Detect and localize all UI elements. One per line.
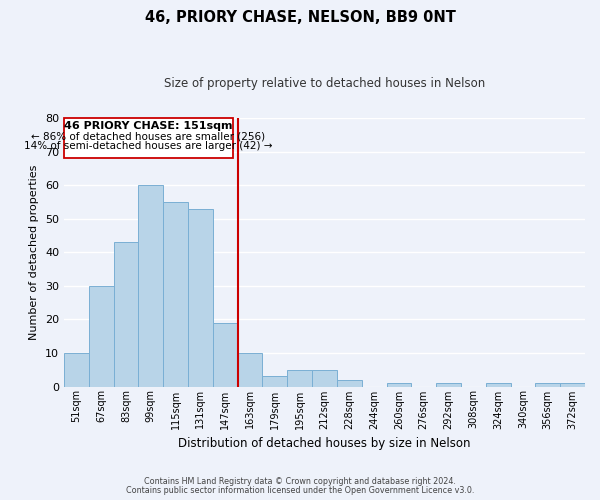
Bar [64, 353, 89, 386]
Text: ← 86% of detached houses are smaller (256): ← 86% of detached houses are smaller (25… [31, 132, 265, 141]
Bar [436, 383, 461, 386]
Bar [486, 383, 511, 386]
Text: 46 PRIORY CHASE: 151sqm: 46 PRIORY CHASE: 151sqm [64, 122, 233, 132]
Bar [262, 376, 287, 386]
Bar [287, 370, 312, 386]
Bar [535, 383, 560, 386]
Bar [386, 383, 412, 386]
Text: 14% of semi-detached houses are larger (42) →: 14% of semi-detached houses are larger (… [24, 141, 272, 151]
Text: Contains public sector information licensed under the Open Government Licence v3: Contains public sector information licen… [126, 486, 474, 495]
Y-axis label: Number of detached properties: Number of detached properties [29, 164, 40, 340]
Bar [188, 208, 213, 386]
Bar [213, 323, 238, 386]
Bar [163, 202, 188, 386]
Text: 46, PRIORY CHASE, NELSON, BB9 0NT: 46, PRIORY CHASE, NELSON, BB9 0NT [145, 10, 455, 25]
Bar [312, 370, 337, 386]
Bar [337, 380, 362, 386]
Bar [238, 353, 262, 386]
Bar [139, 185, 163, 386]
FancyBboxPatch shape [64, 118, 233, 158]
Bar [113, 242, 139, 386]
Bar [89, 286, 113, 386]
Bar [560, 383, 585, 386]
Title: Size of property relative to detached houses in Nelson: Size of property relative to detached ho… [164, 78, 485, 90]
Text: Contains HM Land Registry data © Crown copyright and database right 2024.: Contains HM Land Registry data © Crown c… [144, 477, 456, 486]
X-axis label: Distribution of detached houses by size in Nelson: Distribution of detached houses by size … [178, 437, 471, 450]
